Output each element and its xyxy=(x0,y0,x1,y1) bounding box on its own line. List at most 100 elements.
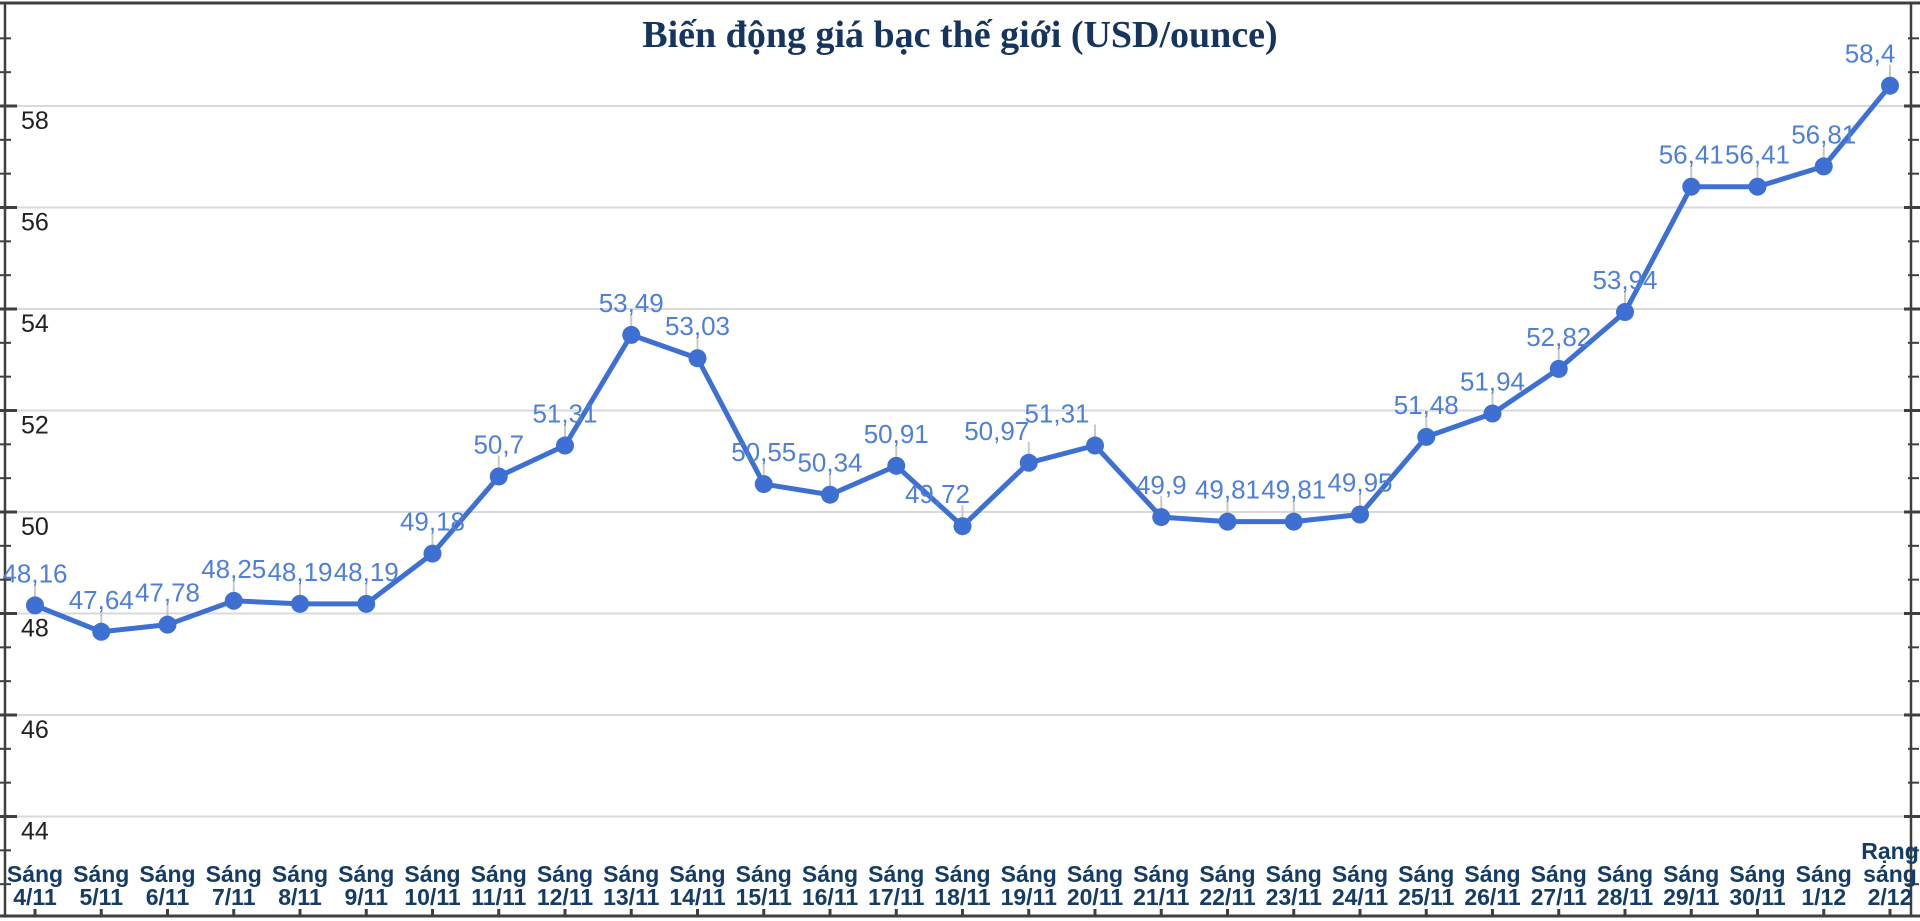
x-axis-tick xyxy=(431,909,434,915)
x-axis-tick xyxy=(696,909,699,915)
x-axis-tick xyxy=(166,909,169,915)
x-axis-tick xyxy=(298,909,302,915)
x-axis-tick-label: Sáng 20/11 xyxy=(1067,861,1123,910)
data-point xyxy=(1284,512,1303,531)
data-point xyxy=(1483,404,1502,423)
x-axis-tick xyxy=(1557,909,1561,915)
x-axis-tick xyxy=(1159,909,1163,915)
data-point-label: 49,9 xyxy=(1136,470,1187,500)
x-axis-tick-label: Sáng 22/11 xyxy=(1199,861,1255,910)
x-axis-tick xyxy=(762,909,766,915)
x-axis-tick xyxy=(232,909,236,915)
x-axis-tick-label: Sáng 1/12 xyxy=(1796,861,1852,910)
x-axis-tick xyxy=(1888,909,1892,915)
data-point xyxy=(754,475,773,494)
x-axis-tick xyxy=(33,909,37,915)
x-axis-tick-label: Sáng 14/11 xyxy=(669,861,725,910)
data-point xyxy=(622,325,641,344)
data-point-label: 47,78 xyxy=(135,578,200,608)
x-axis-tick-label: Rạng sáng 2/12 xyxy=(1861,838,1919,910)
data-point-label: 50,7 xyxy=(473,429,524,459)
x-axis-tick-label: Sáng 12/11 xyxy=(537,861,593,910)
x-axis-tick-label: Sáng 19/11 xyxy=(1001,861,1057,910)
data-point-label: 50,34 xyxy=(797,448,862,478)
y-axis-tick-label: 58 xyxy=(21,107,49,135)
data-point xyxy=(1086,436,1104,455)
x-axis-tick xyxy=(1226,909,1229,915)
x-axis-tick xyxy=(1358,909,1362,915)
data-point xyxy=(1218,512,1237,531)
x-axis-tick xyxy=(1424,909,1428,915)
x-axis-tick-label: Sáng 6/11 xyxy=(139,861,195,910)
data-point xyxy=(291,594,309,613)
x-axis-tick xyxy=(894,909,898,915)
data-point-label: 49,81 xyxy=(1261,475,1326,505)
data-point xyxy=(953,517,972,536)
data-point xyxy=(1616,303,1634,322)
data-point xyxy=(26,596,44,615)
x-axis-tick-label: Sáng 5/11 xyxy=(73,861,129,910)
data-point xyxy=(224,591,243,610)
x-axis-tick-label: Sáng 10/11 xyxy=(404,861,460,910)
x-axis-tick-label: Sáng 28/11 xyxy=(1597,861,1653,910)
x-axis-tick xyxy=(1756,909,1759,915)
data-point xyxy=(1417,427,1436,446)
data-point-label: 56,41 xyxy=(1659,140,1724,170)
series-line xyxy=(32,83,1893,635)
x-axis-tick xyxy=(563,909,567,915)
y-axis-tick-label: 44 xyxy=(21,818,49,846)
data-point-label: 53,03 xyxy=(665,311,730,341)
data-point xyxy=(423,544,442,563)
data-point-label: 50,55 xyxy=(731,437,796,467)
x-axis-tick-label: Sáng 30/11 xyxy=(1729,861,1785,910)
data-point-label: 53,94 xyxy=(1592,265,1657,295)
x-axis-tick-label: Sáng 16/11 xyxy=(802,861,858,910)
data-point-label: 49,18 xyxy=(400,507,465,537)
x-axis-tick-label: Sáng 15/11 xyxy=(736,861,792,910)
x-axis-tick xyxy=(961,909,964,915)
y-axis-tick-label: 48 xyxy=(21,615,49,643)
data-point xyxy=(92,622,111,641)
data-point-label: 56,81 xyxy=(1791,119,1856,149)
x-axis-tick-label: Sáng 29/11 xyxy=(1663,861,1719,910)
x-axis-tick-label: Sáng 11/11 xyxy=(471,861,527,910)
data-point xyxy=(1881,76,1899,95)
data-point-label: 56,41 xyxy=(1725,140,1790,170)
data-point-label: 51,31 xyxy=(1024,399,1089,429)
x-axis-tick xyxy=(828,909,832,915)
data-point xyxy=(357,594,376,613)
data-point-label: 48,19 xyxy=(267,557,332,587)
x-axis-tick-label: Sáng 26/11 xyxy=(1464,861,1520,910)
y-axis-tick-label: 50 xyxy=(21,513,49,541)
data-point-label: 47,64 xyxy=(69,585,134,615)
x-axis-tick xyxy=(1623,909,1627,915)
data-point-label: 53,49 xyxy=(599,288,664,318)
data-point-label: 49,81 xyxy=(1195,475,1260,505)
x-axis-tick xyxy=(1689,909,1693,915)
data-point xyxy=(158,615,177,634)
x-axis-tick-label: Sáng 13/11 xyxy=(603,861,659,910)
data-point-label: 50,97 xyxy=(964,416,1029,446)
x-axis-tick-label: Sáng 23/11 xyxy=(1266,861,1322,910)
x-axis-tick xyxy=(1292,909,1296,915)
data-point-label: 58,4 xyxy=(1845,39,1896,69)
data-point-label: 48,25 xyxy=(201,554,266,584)
x-axis-tick xyxy=(1491,909,1494,915)
data-point xyxy=(1019,453,1038,472)
data-point-label: 49,72 xyxy=(905,479,970,509)
x-axis-tick-label: Sáng 18/11 xyxy=(934,861,990,910)
data-point xyxy=(688,349,707,368)
data-point xyxy=(821,485,839,504)
x-axis-tick-label: Sáng 9/11 xyxy=(338,861,394,910)
x-axis-tick-label: Sáng 21/11 xyxy=(1133,861,1189,910)
x-axis-tick xyxy=(629,909,633,915)
x-axis-tick-label: Sáng 4/11 xyxy=(7,861,63,910)
data-point xyxy=(1549,359,1568,378)
x-axis-tick xyxy=(1822,909,1826,915)
x-axis-tick-label: Sáng 24/11 xyxy=(1332,861,1388,910)
x-axis-tick-label: Sáng 7/11 xyxy=(206,861,262,910)
y-axis-tick-label: 52 xyxy=(21,412,49,440)
